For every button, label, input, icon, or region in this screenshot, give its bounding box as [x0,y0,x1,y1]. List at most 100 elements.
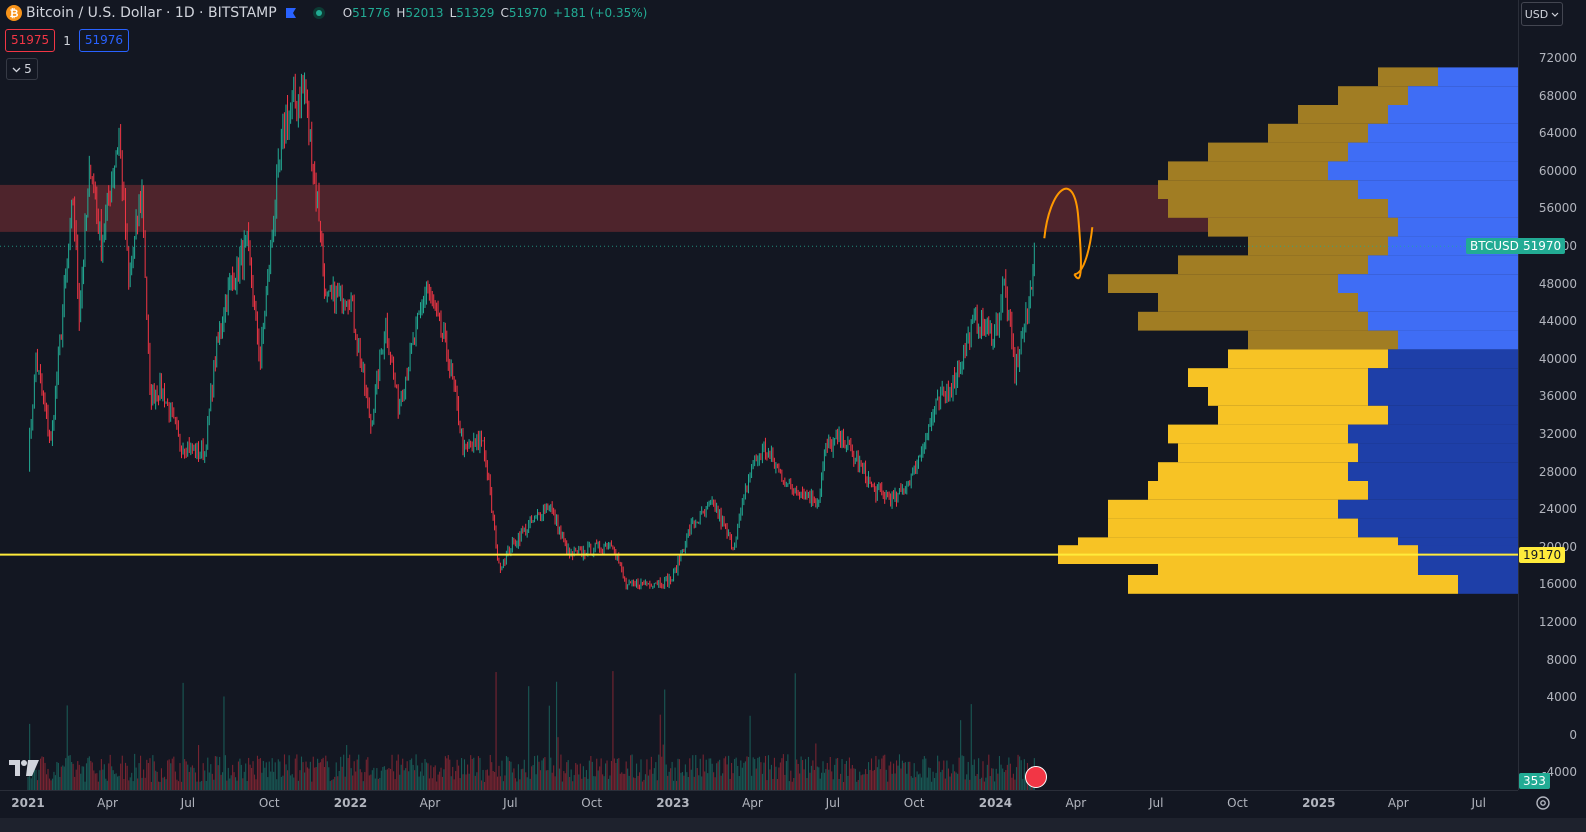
volume-bar [143,769,145,790]
volume-bar [873,769,875,790]
volume-bar [417,765,419,790]
volume-bar [288,755,290,790]
volume-bar [901,760,903,790]
volume-bar [909,761,911,790]
volume-bar [159,781,161,790]
volume-bar [483,781,486,790]
volume-bar [144,777,146,790]
volume-bar [314,767,316,790]
volume-bar [621,772,623,790]
volume-bar [884,754,886,790]
volume-bar [293,777,295,790]
tradingview-logo-icon[interactable] [8,759,40,777]
low-value: 51329 [456,6,495,20]
volume-bar [420,771,422,790]
volume-bar [299,770,301,790]
volume-bar [932,771,934,790]
time-axis[interactable]: 2021 Apr Jul Oct 2022 Apr Jul Oct 2023 Apr Jul Oct 2… [0,790,1518,819]
market-status-icon[interactable] [312,7,325,19]
volume-profile-down-bar [1328,161,1518,181]
volume-bar [722,773,724,790]
volume-bar [224,755,226,790]
volume-bar [482,769,484,790]
sell-button[interactable]: 51975 [5,29,56,52]
volume-bar [707,773,709,790]
volume-bar [615,762,617,790]
volume-profile-up-bar [1268,123,1368,143]
volume-bar [399,774,401,790]
volume-bar [302,762,304,790]
symbol-title[interactable]: Bitcoin / U.S. Dollar · 1D · BITSTAMP [26,5,277,21]
price-chart[interactable] [0,0,1518,790]
quantity-value[interactable]: 1 [63,33,71,48]
volume-bar [480,780,483,790]
volume-bar [878,759,880,790]
volume-bar [42,757,45,790]
volume-bar [630,755,632,790]
volume-bar [729,778,731,790]
volume-bar [713,772,715,790]
volume-bar [978,758,980,790]
volume-bar [318,762,320,790]
volume-bar [734,759,736,790]
volume-bar [728,755,730,790]
volume-bar [185,761,187,790]
volume-bar [467,764,469,790]
time-axis-label: Jul [180,796,196,810]
volume-bar [943,760,945,790]
volume-profile-up-bar [1208,142,1348,162]
volume-bar [337,776,339,790]
settings-icon[interactable] [1535,795,1551,811]
volume-bar [350,768,352,790]
volume-bar [171,758,173,790]
volume-bar [887,781,889,790]
volume-profile-down-bar [1368,481,1518,500]
volume-bar [875,755,877,790]
indicators-toggle-button[interactable]: 5 [6,58,38,80]
volume-bar [641,781,644,790]
price-axis[interactable]: 7200068000640006000056000520004800044000… [1518,0,1586,790]
volume-bar [424,759,426,790]
buy-button[interactable]: 51976 [78,29,130,52]
volume-bar [610,760,613,790]
volume-bar [526,777,528,790]
volume-bar [910,776,912,790]
volume-bar [747,756,750,790]
volume-bar [323,766,326,790]
volume-bar [520,769,522,790]
us-events-flag-icon[interactable] [1025,766,1047,788]
volume-bar [436,781,438,790]
volume-bar [513,768,515,790]
volume-bar [821,772,823,790]
volume-bar [199,781,201,790]
volume-bar [374,778,376,790]
volume-bar [132,781,134,790]
volume-bar [778,767,780,790]
volume-bar [844,763,846,790]
volume-bar [662,744,664,790]
flag-icon[interactable] [285,7,297,19]
volume-bar [459,778,461,790]
volume-bar [248,757,250,790]
volume-bar [576,764,578,790]
price-axis-label: 56000 [1538,201,1577,216]
currency-button[interactable]: USD [1521,2,1563,26]
volume-bar [165,779,167,790]
volume-profile-down-bar [1368,311,1518,331]
volume-profile-down-bar [1398,217,1518,237]
volume-bar [940,772,942,790]
volume-bar [56,761,58,790]
volume-bar [767,755,770,790]
bottom-toolbar [0,818,1586,832]
volume-bar [340,756,342,790]
volume-bar [305,761,307,790]
volume-bar [177,781,180,790]
volume-bar [637,775,639,790]
volume-bar [502,781,504,790]
volume-bar [346,745,348,790]
volume-bar [793,778,795,790]
volume-bar [776,778,778,790]
volume-bar [221,772,224,790]
volume-bar [782,754,784,790]
volume-bar [1000,764,1002,790]
